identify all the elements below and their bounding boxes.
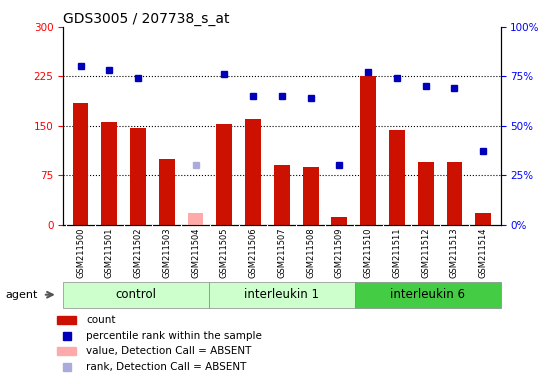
- Text: GSM211512: GSM211512: [421, 227, 430, 278]
- Text: rank, Detection Call = ABSENT: rank, Detection Call = ABSENT: [86, 362, 247, 372]
- Bar: [447, 162, 463, 225]
- Text: control: control: [116, 288, 157, 301]
- Text: GSM211506: GSM211506: [249, 227, 257, 278]
- Bar: [159, 159, 175, 225]
- Bar: [63, 282, 209, 308]
- Text: GSM211502: GSM211502: [134, 227, 142, 278]
- Bar: [355, 282, 500, 308]
- Text: GSM211514: GSM211514: [478, 227, 488, 278]
- Bar: [274, 166, 290, 225]
- Bar: [418, 162, 433, 225]
- Bar: [360, 76, 376, 225]
- Bar: [101, 122, 117, 225]
- Bar: [332, 217, 347, 225]
- Bar: [73, 103, 89, 225]
- Bar: [57, 347, 76, 355]
- Text: GSM211500: GSM211500: [76, 227, 85, 278]
- Bar: [302, 167, 318, 225]
- Bar: [209, 282, 355, 308]
- Bar: [188, 213, 204, 225]
- Text: count: count: [86, 315, 116, 325]
- Text: GSM211513: GSM211513: [450, 227, 459, 278]
- Text: value, Detection Call = ABSENT: value, Detection Call = ABSENT: [86, 346, 252, 356]
- Text: GSM211507: GSM211507: [277, 227, 287, 278]
- Bar: [130, 128, 146, 225]
- Text: GSM211511: GSM211511: [393, 227, 402, 278]
- Text: GSM211508: GSM211508: [306, 227, 315, 278]
- Text: interleukin 1: interleukin 1: [244, 288, 320, 301]
- Bar: [389, 131, 405, 225]
- Text: GSM211505: GSM211505: [220, 227, 229, 278]
- Text: agent: agent: [6, 290, 38, 300]
- Bar: [245, 119, 261, 225]
- Text: GDS3005 / 207738_s_at: GDS3005 / 207738_s_at: [63, 12, 230, 26]
- Text: GSM211503: GSM211503: [162, 227, 171, 278]
- Text: GSM211504: GSM211504: [191, 227, 200, 278]
- Text: GSM211509: GSM211509: [335, 227, 344, 278]
- Text: percentile rank within the sample: percentile rank within the sample: [86, 331, 262, 341]
- Text: GSM211501: GSM211501: [105, 227, 114, 278]
- Bar: [217, 124, 232, 225]
- Text: interleukin 6: interleukin 6: [390, 288, 465, 301]
- Bar: [475, 213, 491, 225]
- Text: GSM211510: GSM211510: [364, 227, 373, 278]
- Bar: [57, 316, 76, 324]
